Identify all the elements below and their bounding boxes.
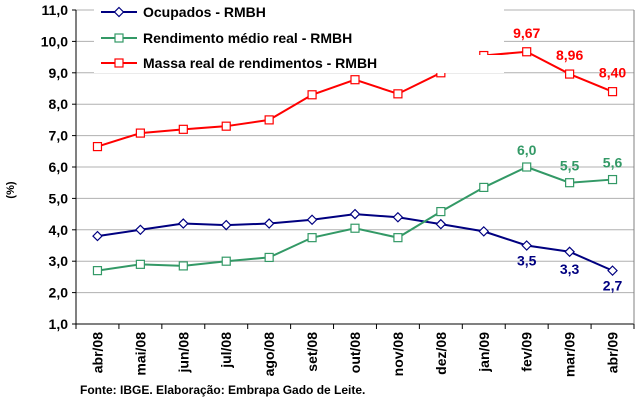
data-point <box>264 252 274 263</box>
data-point <box>436 206 446 217</box>
data-point <box>392 211 404 223</box>
data-point <box>607 265 618 276</box>
data-label: 6,0 <box>517 142 537 158</box>
data-point <box>565 69 575 79</box>
data-point <box>264 115 274 125</box>
data-label: 3,5 <box>517 253 537 269</box>
data-point <box>607 87 618 97</box>
legend-label: Massa real de rendimentos - RMBH <box>143 55 377 71</box>
data-point <box>350 223 360 233</box>
legend-entry: Rendimento médio real - RMBH <box>94 30 504 48</box>
x-tick-label: dez/08 <box>433 332 449 375</box>
data-label: 8,96 <box>556 47 583 63</box>
data-point <box>92 141 103 152</box>
data-point <box>307 233 317 243</box>
y-tick-label: 10,0 <box>41 33 68 49</box>
y-tick-label: 2,0 <box>49 285 69 301</box>
data-point <box>350 75 360 85</box>
data-point <box>177 218 189 229</box>
series-2: 6,0 5,5 5,6 <box>92 142 623 276</box>
x-tick-label: out/08 <box>347 332 363 373</box>
data-point <box>479 182 489 193</box>
data-point <box>220 219 232 231</box>
data-point <box>607 174 618 185</box>
data-point <box>565 178 575 188</box>
data-point <box>307 90 317 100</box>
data-label: 8,40 <box>599 65 626 81</box>
x-tick-label: abr/09 <box>605 332 621 373</box>
x-tick-label: abr/08 <box>89 332 105 373</box>
data-point <box>263 218 275 229</box>
x-tick-label: jun/08 <box>175 332 191 374</box>
data-point <box>393 233 403 243</box>
data-point <box>178 124 188 134</box>
y-tick-label: 7,0 <box>49 128 69 144</box>
legend-bg <box>94 30 504 48</box>
legend-bg <box>94 55 504 73</box>
x-tick-label: jul/08 <box>218 332 234 369</box>
data-point <box>114 33 124 43</box>
series-1: 3,5 3,3 2,7 <box>92 208 623 294</box>
x-tick-label: set/08 <box>304 332 320 372</box>
data-point <box>349 208 361 220</box>
x-tick-label: jan/09 <box>476 332 492 373</box>
y-tick-label: 8,0 <box>49 96 69 112</box>
y-tick-label: 6,0 <box>49 159 69 175</box>
data-label: 2,7 <box>603 278 623 294</box>
y-tick-label: 4,0 <box>49 222 69 238</box>
x-tick-label: nov/08 <box>390 332 406 377</box>
y-tick-label: 1,0 <box>49 316 69 332</box>
data-point <box>92 266 103 276</box>
y-tick-label: 5,0 <box>49 190 69 206</box>
y-tick-label: 3,0 <box>49 253 69 269</box>
x-tick-label: fev/09 <box>519 332 535 372</box>
y-axis-label: (%) <box>5 181 17 198</box>
legend: Ocupados - RMBH Rendimento médio real - R… <box>94 4 504 73</box>
x-tick-labels: abr/08 mai/08 jun/08 jul/08 ago/08 set/08 out/… <box>89 332 620 377</box>
data-point <box>113 6 125 18</box>
legend-entry: Massa real de rendimentos - RMBH <box>94 55 504 73</box>
x-tick-label: ago/08 <box>261 332 277 377</box>
data-point <box>135 128 145 138</box>
data-point <box>135 259 145 269</box>
data-label: 5,5 <box>560 158 580 174</box>
data-label: 9,67 <box>513 25 540 41</box>
data-point <box>564 246 575 258</box>
x-tick-label: mar/09 <box>562 332 578 377</box>
legend-label: Rendimento médio real - RMBH <box>143 30 352 46</box>
data-point <box>521 240 533 251</box>
legend-entry: Ocupados - RMBH <box>94 4 504 22</box>
data-label: 5,6 <box>603 155 623 171</box>
data-point <box>522 162 532 172</box>
y-tick-labels: 1,0 2,0 3,0 4,0 5,0 6,0 7,0 8,0 9,0 10,0 11,0 <box>41 2 68 332</box>
legend-bg <box>94 4 504 22</box>
data-point <box>221 256 231 266</box>
y-tick-label: 11,0 <box>42 2 69 18</box>
data-point <box>435 218 447 230</box>
axes <box>72 9 635 329</box>
x-tick-label: mai/08 <box>132 332 148 376</box>
data-point <box>306 214 318 226</box>
data-point <box>522 47 532 57</box>
legend-label: Ocupados - RMBH <box>143 4 266 20</box>
data-point <box>135 224 146 236</box>
data-point <box>178 261 188 271</box>
data-label: 3,3 <box>560 261 580 277</box>
data-point <box>478 226 490 237</box>
data-point <box>221 121 231 131</box>
source-note: Fonte: IBGE. Elaboração: Embrapa Gado de… <box>80 383 366 397</box>
data-point <box>114 58 124 68</box>
y-tick-label: 9,0 <box>49 65 69 81</box>
data-point <box>393 89 403 99</box>
data-point <box>92 230 103 242</box>
